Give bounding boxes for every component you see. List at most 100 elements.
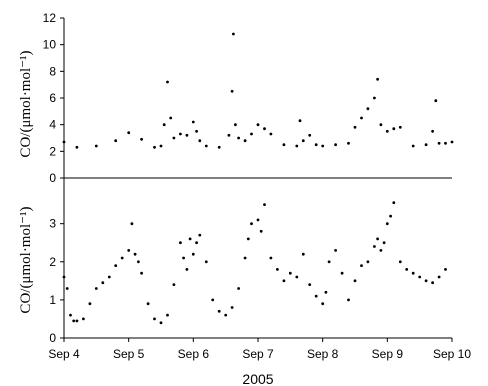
top-ytick-label: 6	[49, 91, 56, 105]
top-data-point	[237, 136, 241, 140]
bottom-data-point	[140, 271, 144, 275]
xtick-label: Sep 9	[372, 347, 404, 361]
top-data-point	[127, 131, 131, 135]
bottom-data-point	[376, 237, 379, 241]
bottom-data-point	[382, 241, 386, 245]
bottom-data-point	[146, 302, 150, 306]
bottom-y-ticks: 0 1 2 3	[49, 217, 64, 345]
bottom-ytick-label: 2	[49, 255, 56, 269]
bottom-data-point	[398, 260, 402, 264]
bottom-data-point	[424, 279, 428, 283]
bottom-data-point	[295, 275, 299, 279]
xtick-label: Sep 8	[307, 347, 339, 361]
top-data-point	[424, 143, 428, 147]
top-data-point	[308, 133, 312, 137]
top-data-point	[162, 123, 166, 127]
top-data-point	[204, 144, 208, 148]
bottom-data-point	[379, 249, 383, 252]
bottom-data-point	[259, 229, 263, 233]
bottom-data-point	[250, 222, 253, 226]
top-data-point	[195, 129, 199, 133]
top-data-point	[227, 133, 231, 137]
top-data-point	[431, 129, 434, 133]
top-ytick-label: 0	[49, 171, 56, 185]
bottom-data-point	[94, 287, 98, 290]
bottom-ytick-label: 0	[49, 331, 56, 345]
top-ylabel: CO/(μmol·mol⁻¹)	[18, 50, 34, 157]
bottom-data-point	[198, 233, 202, 237]
top-y-ticks: 0 2 4 6 8 10 12	[43, 11, 64, 185]
bottom-data-point	[75, 319, 79, 323]
bottom-data-point	[130, 222, 134, 226]
bottom-data-point	[217, 309, 221, 313]
top-data-point	[75, 145, 79, 149]
bottom-data-point	[65, 287, 69, 290]
top-data-point	[256, 123, 260, 127]
xtick-label: Sep 6	[178, 347, 210, 361]
xtick-label: Sep 10	[433, 347, 471, 361]
bottom-data-point	[314, 294, 318, 298]
top-ytick-label: 12	[43, 11, 57, 25]
bottom-data-point	[69, 313, 72, 317]
top-data-point	[232, 32, 235, 36]
bottom-data-point	[182, 256, 186, 260]
top-data-point	[321, 144, 325, 148]
bottom-data-point	[237, 287, 241, 290]
bottom-data-point	[353, 279, 357, 283]
bottom-data-point	[107, 275, 111, 279]
bottom-data-point	[256, 218, 260, 222]
bottom-data-point	[373, 245, 376, 248]
bottom-data-point	[347, 298, 350, 302]
bottom-data-point	[211, 298, 215, 302]
bottom-data-point	[385, 222, 389, 226]
bottom-data-point	[191, 252, 195, 256]
bottom-data-point	[224, 313, 228, 317]
top-data-point	[153, 145, 156, 149]
bottom-data-point	[127, 249, 131, 252]
top-data-point	[198, 139, 202, 143]
xtick-label: Sep 5	[113, 347, 145, 361]
top-data-point	[230, 89, 234, 93]
bottom-data-point	[405, 268, 409, 271]
top-data-point	[379, 123, 383, 127]
top-panel-points	[62, 32, 454, 149]
bottom-data-point	[321, 302, 325, 306]
bottom-data-point	[301, 252, 305, 256]
top-data-point	[298, 119, 302, 123]
bottom-data-point	[392, 201, 396, 205]
top-data-point	[334, 143, 337, 147]
bottom-data-point	[188, 237, 192, 241]
bottom-data-point	[88, 302, 92, 306]
xtick-label: Sep 7	[242, 347, 274, 361]
top-data-point	[314, 143, 318, 147]
top-data-point	[250, 132, 253, 136]
top-data-point	[282, 143, 286, 147]
bottom-data-point	[243, 256, 247, 260]
top-data-point	[411, 144, 415, 148]
xtick-label: Sep 4	[48, 347, 80, 361]
top-data-point	[94, 144, 98, 148]
bottom-data-point	[431, 281, 434, 285]
bottom-data-point	[263, 203, 266, 207]
bottom-data-point	[437, 275, 441, 279]
top-data-point	[234, 123, 237, 127]
bottom-data-point	[288, 271, 292, 275]
top-data-point	[191, 120, 195, 124]
top-data-point	[373, 96, 376, 100]
top-data-point	[179, 132, 182, 136]
xaxis-title: 2005	[242, 371, 273, 386]
bottom-data-point	[82, 317, 85, 321]
bottom-data-point	[444, 268, 447, 271]
top-data-point	[392, 127, 396, 131]
top-data-point	[263, 127, 266, 131]
bottom-data-point	[324, 290, 328, 294]
top-data-point	[295, 144, 299, 148]
top-data-point	[366, 107, 370, 111]
bottom-ytick-label: 1	[49, 293, 56, 307]
top-data-point	[398, 125, 402, 129]
bottom-data-point	[411, 271, 415, 275]
bottom-data-point	[185, 268, 189, 271]
top-data-point	[166, 80, 169, 84]
bottom-data-point	[166, 313, 169, 317]
